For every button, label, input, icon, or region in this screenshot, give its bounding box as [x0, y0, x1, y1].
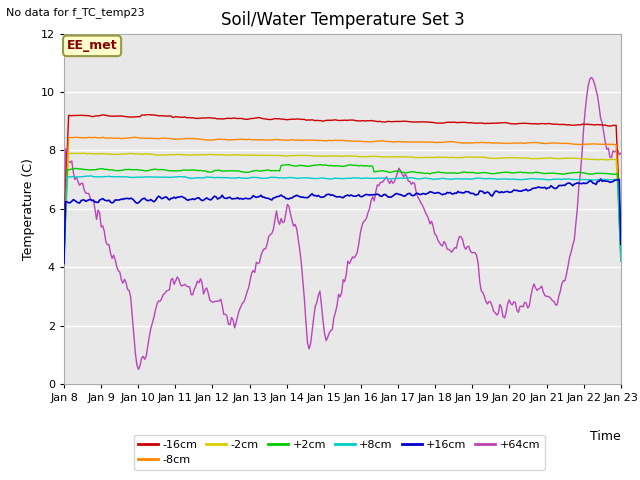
Text: No data for f_TC_temp23: No data for f_TC_temp23	[6, 7, 145, 18]
Y-axis label: Temperature (C): Temperature (C)	[22, 158, 35, 260]
Text: EE_met: EE_met	[67, 39, 117, 52]
Title: Soil/Water Temperature Set 3: Soil/Water Temperature Set 3	[221, 11, 464, 29]
Text: Time: Time	[590, 430, 621, 443]
Legend: -16cm, -8cm, -2cm, +2cm, +8cm, +16cm, +64cm: -16cm, -8cm, -2cm, +2cm, +8cm, +16cm, +6…	[134, 435, 545, 469]
